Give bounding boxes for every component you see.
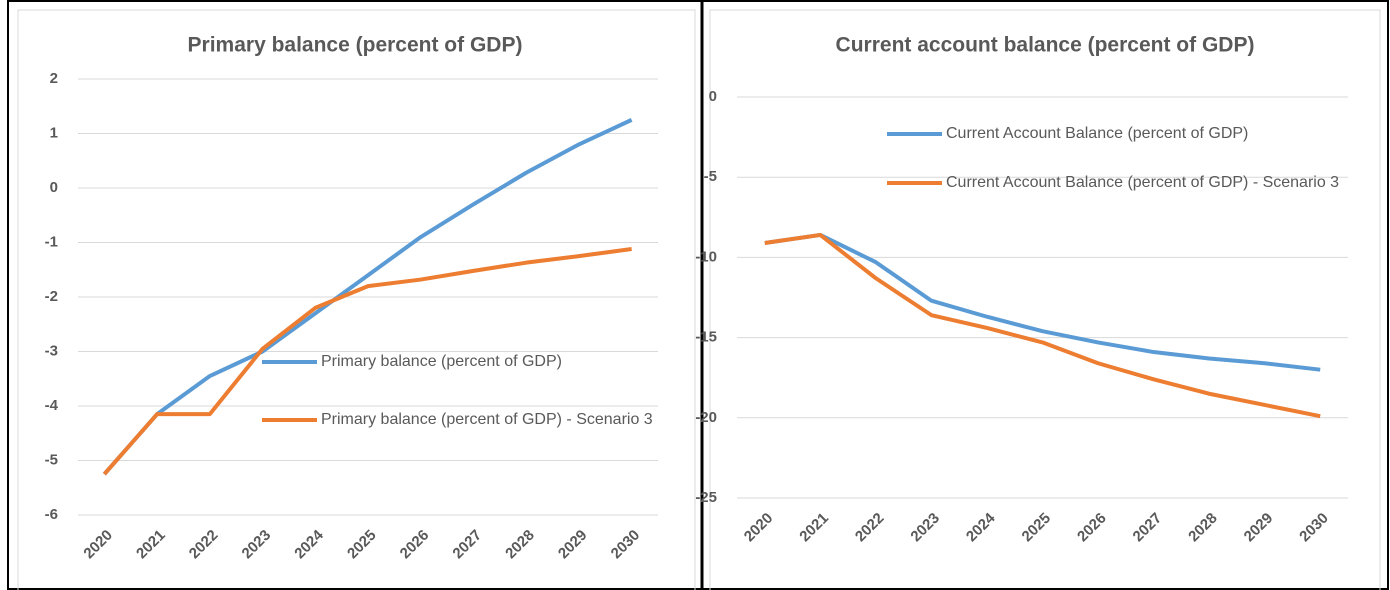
legend-label: Primary balance (percent of GDP) - Scena… [321,411,653,428]
series-line [102,247,632,476]
y-tick-label: -25 [695,489,717,506]
series-line [102,118,633,476]
x-tick-label: 2025 [344,527,380,563]
x-tick-label: 2024 [291,526,327,562]
y-tick-label: -2 [45,288,58,305]
chart-border [709,9,1381,590]
x-tick-label: 2027 [1130,510,1166,546]
x-tick-label: 2021 [796,510,832,546]
series-line [764,232,1321,372]
y-tick-label: -15 [695,329,717,346]
y-tick-label: -6 [45,506,58,523]
legend-entry: Primary balance (percent of GDP) [321,353,562,370]
frame [7,0,1389,590]
x-tick-label: 2026 [397,527,433,563]
y-tick-label: 1 [50,124,58,141]
x-tick-label: 2023 [907,510,943,546]
x-tick-label: 2029 [555,527,591,563]
y-tick-label: -1 [45,233,58,250]
series-line [764,232,1321,419]
chart-title: Current account balance (percent of GDP) [836,34,1255,57]
x-tick-label: 2028 [502,527,538,563]
x-tick-label: 2025 [1019,510,1055,546]
y-tick-label: -20 [695,409,717,426]
x-tick-label: 2030 [608,527,644,563]
x-tick-label: 2027 [449,527,485,563]
legend-label: Primary balance (percent of GDP) [321,353,562,370]
x-tick-label: 2020 [80,527,116,563]
x-tick-label: 2023 [239,527,275,563]
y-tick-label: 0 [50,179,58,196]
legend-entry: Primary balance (percent of GDP) - Scena… [321,411,653,428]
x-tick-label: 2026 [1074,510,1110,546]
legend-entry: Current Account Balance (percent of GDP) [946,125,1249,142]
y-tick-label: 0 [709,88,717,105]
x-tick-label: 2028 [1185,510,1221,546]
y-tick-label: -5 [704,168,717,185]
x-tick-label: 2020 [741,510,777,546]
y-tick-label: -4 [45,397,59,414]
legend-entry: Current Account Balance (percent of GDP)… [946,174,1340,191]
legend-label: Current Account Balance (percent of GDP)… [946,174,1340,191]
x-tick-label: 2029 [1241,510,1277,546]
y-tick-label: 2 [50,70,58,87]
x-tick-label: 2021 [133,527,169,563]
x-tick-label: 2022 [852,510,888,546]
y-tick-label: -5 [45,451,58,468]
chart-border [17,9,696,590]
x-tick-label: 2024 [963,509,999,545]
legend-label: Current Account Balance (percent of GDP) [946,125,1249,142]
x-tick-label: 2022 [186,527,222,563]
y-tick-label: -10 [695,248,717,265]
chart-title: Primary balance (percent of GDP) [188,34,523,57]
y-tick-label: -3 [45,342,58,359]
x-tick-label: 2030 [1296,510,1332,546]
